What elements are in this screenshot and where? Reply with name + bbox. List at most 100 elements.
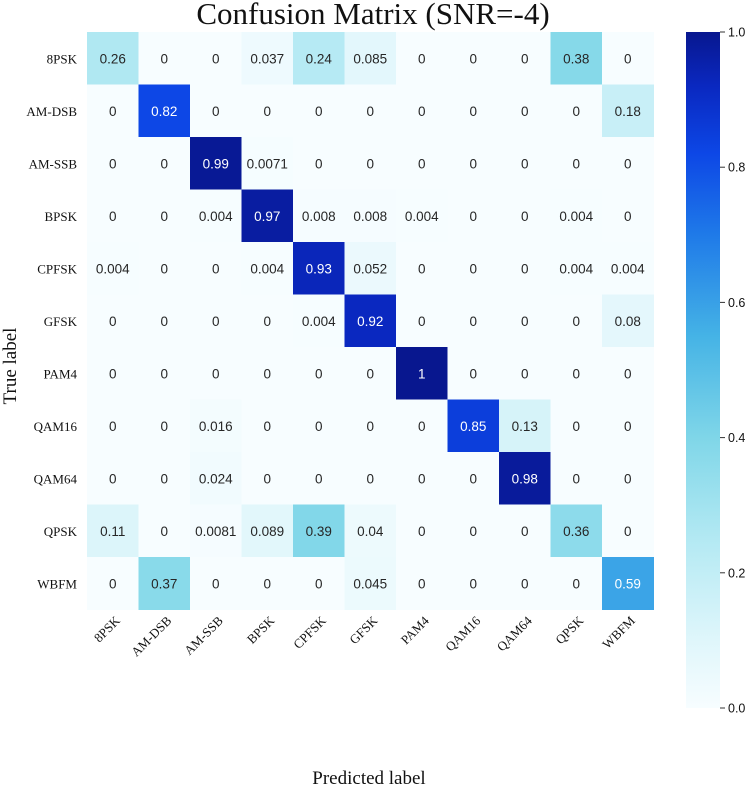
heatmap-cell [293, 242, 345, 295]
heatmap-cell [499, 32, 551, 85]
heatmap-cell [241, 557, 294, 610]
cell-value-label: 0.38 [563, 51, 589, 66]
cell-value-label: 0 [521, 524, 529, 539]
cell-value-label: 0.004 [559, 261, 593, 276]
heatmap-cell [550, 242, 603, 295]
heatmap-cell [138, 84, 191, 138]
cell-value-label: 0 [624, 209, 632, 224]
cell-value-label: 0 [418, 104, 426, 119]
heatmap-cell [138, 137, 191, 190]
colorbar-gradient [686, 32, 720, 708]
heatmap-cell [293, 347, 345, 400]
cell-value-label: 0 [160, 156, 168, 171]
cell-value-label: 0.004 [611, 261, 645, 276]
cell-value-label: 0 [521, 314, 529, 329]
cell-value-label: 0.016 [199, 419, 233, 434]
heatmap-cell [396, 137, 448, 190]
cell-value-label: 0.99 [203, 156, 229, 171]
heatmap-cell [190, 452, 242, 505]
colorbar-tick-label: 1.0 [728, 26, 745, 40]
heatmap-cell [190, 504, 242, 558]
heatmap-cell [138, 189, 191, 243]
cell-value-label: 0.004 [302, 314, 336, 329]
heatmap-cell [447, 399, 500, 453]
heatmap-cell [602, 399, 654, 453]
heatmap-cell [190, 189, 242, 243]
cell-value-label: 0.11 [100, 524, 125, 539]
cell-value-label: 0 [160, 524, 168, 539]
heatmap-cell [293, 294, 345, 348]
heatmap-cell [550, 557, 603, 610]
x-tick-label: AM-SSB [181, 613, 226, 658]
heatmap-cell [550, 347, 603, 400]
heatmap-cell [344, 242, 397, 295]
heatmap-cell [241, 84, 294, 138]
colorbar-tick-label: 0.0 [728, 702, 745, 716]
cell-value-label: 0 [521, 51, 529, 66]
cell-value-label: 0.024 [199, 471, 233, 486]
cell-value-label: 0 [109, 156, 117, 171]
heatmap-cell [602, 242, 654, 295]
cell-value-label: 0 [572, 419, 580, 434]
y-tick-label: AM-SSB [29, 156, 78, 171]
cell-value-label: 0 [212, 314, 220, 329]
heatmap-cell [87, 84, 139, 138]
cell-value-label: 0 [109, 366, 117, 381]
cell-value-label: 0 [263, 366, 271, 381]
x-tick-label: BPSK [244, 613, 278, 647]
cell-value-label: 0 [418, 524, 426, 539]
cell-value-label: 0.004 [199, 209, 233, 224]
heatmap-cell [190, 137, 242, 190]
heatmap-cell [447, 137, 500, 190]
cell-value-label: 0.004 [96, 261, 130, 276]
heatmap-cell [87, 557, 139, 610]
heatmap-cell [447, 294, 500, 348]
colorbar-tick-label: 0.6 [728, 296, 745, 310]
cell-value-label: 0 [109, 419, 117, 434]
heatmap-cell [602, 504, 654, 558]
heatmap-cell [602, 32, 654, 85]
heatmap-cell [550, 452, 603, 505]
cell-value-label: 0 [160, 419, 168, 434]
cell-value-label: 0.26 [100, 51, 126, 66]
cell-value-label: 0 [366, 471, 374, 486]
cell-value-label: 0 [418, 51, 426, 66]
cell-value-label: 0.004 [405, 209, 439, 224]
heatmap-cell [138, 557, 191, 610]
heatmap-cell [241, 294, 294, 348]
heatmap-cell [293, 399, 345, 453]
colorbar-tick-label: 0.2 [728, 566, 745, 580]
heatmap-cell [344, 399, 397, 453]
heatmap-cell [344, 137, 397, 190]
heatmap-cell [190, 294, 242, 348]
cell-value-label: 0.39 [306, 524, 332, 539]
heatmap-cell [550, 32, 603, 85]
cell-value-label: 0 [418, 156, 426, 171]
cell-value-label: 0.04 [357, 524, 384, 539]
cell-value-label: 0.037 [250, 51, 284, 66]
cell-value-label: 0 [263, 419, 271, 434]
cell-value-label: 0 [160, 209, 168, 224]
heatmap-cell [190, 84, 242, 138]
heatmap-cell [344, 32, 397, 85]
heatmap-cell [499, 242, 551, 295]
heatmap-cell [447, 189, 500, 243]
cell-value-label: 0 [315, 104, 323, 119]
heatmap-cell [396, 189, 448, 243]
cell-value-label: 0.98 [512, 471, 538, 486]
cell-value-label: 0.97 [254, 209, 280, 224]
heatmap-cell [87, 399, 139, 453]
cell-value-label: 0 [469, 104, 477, 119]
heatmap-cell [293, 84, 345, 138]
cell-value-label: 0.004 [559, 209, 593, 224]
cell-value-label: 0 [160, 471, 168, 486]
cell-value-label: 0 [212, 104, 220, 119]
cell-value-label: 0 [263, 576, 271, 591]
cell-value-label: 0.13 [512, 419, 538, 434]
x-tick-labels: 8PSK AM-DSB AM-SSB BPSK CPFSK GFSK PAM4 QAM16 QA… [91, 613, 638, 660]
heatmap-cell [447, 347, 500, 400]
heatmap-cell [138, 294, 191, 348]
cell-value-label: 0.92 [357, 314, 383, 329]
heatmap-cell [499, 557, 551, 610]
x-tick-label: GFSK [346, 613, 381, 648]
